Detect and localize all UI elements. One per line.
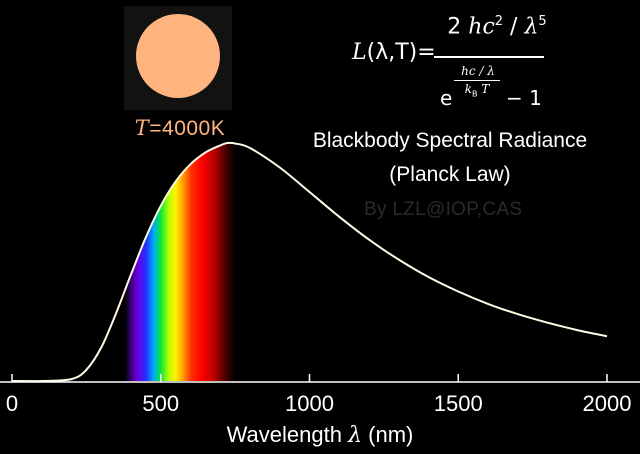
x-axis-ticks: 0 500 1000 1500 2000 (6, 374, 632, 416)
formula-num-slash: / (503, 14, 525, 40)
formula-denominator: e hc / λ kB T − 1 (440, 60, 590, 110)
formula-args: (λ,T)= (366, 40, 436, 65)
x-axis-label-post: (nm) (362, 422, 414, 447)
formula-num-prefix: 2 (447, 14, 469, 40)
formula-kB-sub: B (471, 89, 478, 99)
x-tick-label: 1000 (285, 391, 334, 416)
formula-e: e (440, 86, 453, 110)
formula-numerator: 2 hc2 / λ5 (442, 14, 552, 39)
formula-fraction-bar (434, 56, 544, 58)
temperature-label: T=4000K (120, 116, 240, 141)
formula-hc: hc (468, 14, 495, 40)
x-axis-label-pre: Wavelength (226, 422, 349, 447)
formula-lambda-exp: 5 (538, 14, 547, 29)
x-axis-label-symbol: λ (348, 423, 363, 448)
formula-exp-T: T (477, 82, 490, 96)
x-tick-label: 1500 (434, 391, 483, 416)
formula-exp-denominator: kB T (454, 82, 500, 98)
planck-formula: L(λ,T)= 2 hc2 / λ5 e hc / λ kB T − 1 (352, 10, 632, 110)
x-tick-label: 0 (6, 391, 18, 416)
planck-curve-line (11, 141, 608, 383)
formula-L: L (352, 40, 367, 65)
formula-hc-exp: 2 (494, 14, 504, 29)
formula-minus-one: − 1 (506, 86, 542, 110)
chart-title: Blackbody Spectral Radiance (312, 129, 588, 152)
x-axis-label: Wavelength λ (nm) (0, 422, 640, 448)
formula-exp-numerator: hc / λ (461, 64, 495, 78)
formula-exp-bar (454, 80, 500, 81)
formula-lambda: λ (524, 14, 539, 40)
star-color-swatch (124, 6, 232, 110)
formula-kB-k: k (464, 82, 472, 96)
chart-title-block: Blackbody Spectral Radiance (Planck Law) (270, 124, 630, 192)
temperature-value: =4000K (149, 117, 226, 140)
formula-lhs: L(λ,T)= (352, 40, 436, 65)
chart-subtitle: (Planck Law) (389, 163, 511, 186)
x-tick-label: 2000 (583, 391, 632, 416)
star-disc (136, 14, 220, 98)
watermark: By LZL@IOP,CAS (364, 199, 523, 220)
temperature-symbol: T (134, 116, 150, 140)
x-tick-label: 500 (142, 391, 179, 416)
